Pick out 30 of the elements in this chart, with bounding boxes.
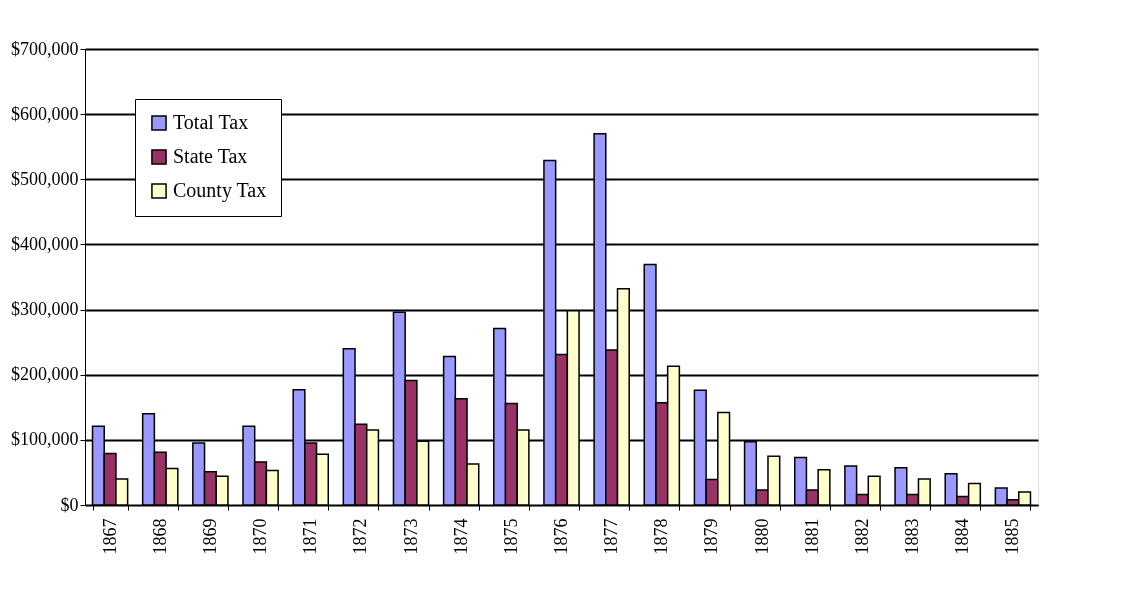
y-tick-label: $600,000 [11,103,79,124]
x-tick-label: 1880 [751,518,772,555]
x-tick-label: 1873 [400,518,421,555]
x-tick-label: 1875 [500,518,521,555]
y-tick-label: $700,000 [11,38,79,59]
x-tick-label: 1877 [601,518,622,555]
x-tick-label: 1872 [350,518,371,555]
y-tick-label: $200,000 [11,364,79,385]
x-tick-label: 1878 [651,518,672,555]
y-tick-label: $0 [60,494,79,515]
x-tick-label: 1870 [250,518,271,555]
x-tick-label: 1868 [149,518,170,555]
x-tick-label: 1882 [851,518,872,555]
y-tick-label: $500,000 [11,168,79,189]
x-tick-label: 1885 [1002,518,1023,555]
x-tick-label: 1879 [701,518,722,555]
x-tick-label: 1869 [199,518,220,555]
legend-label: Total Tax [173,111,249,133]
legend-label: County Tax [173,179,267,202]
legend-label: State Tax [173,145,248,167]
x-tick-label: 1881 [801,518,822,555]
x-tick-label: 1884 [952,518,973,555]
y-tick-label: $100,000 [11,429,79,450]
x-tick-label: 1867 [99,518,120,555]
x-tick-label: 1876 [551,518,571,555]
x-tick-label: 1871 [300,518,321,555]
x-tick-label: 1874 [450,518,471,555]
y-tick-label: $400,000 [11,233,79,254]
x-tick-label: 1883 [902,518,923,555]
y-tick-label: $300,000 [11,299,79,320]
